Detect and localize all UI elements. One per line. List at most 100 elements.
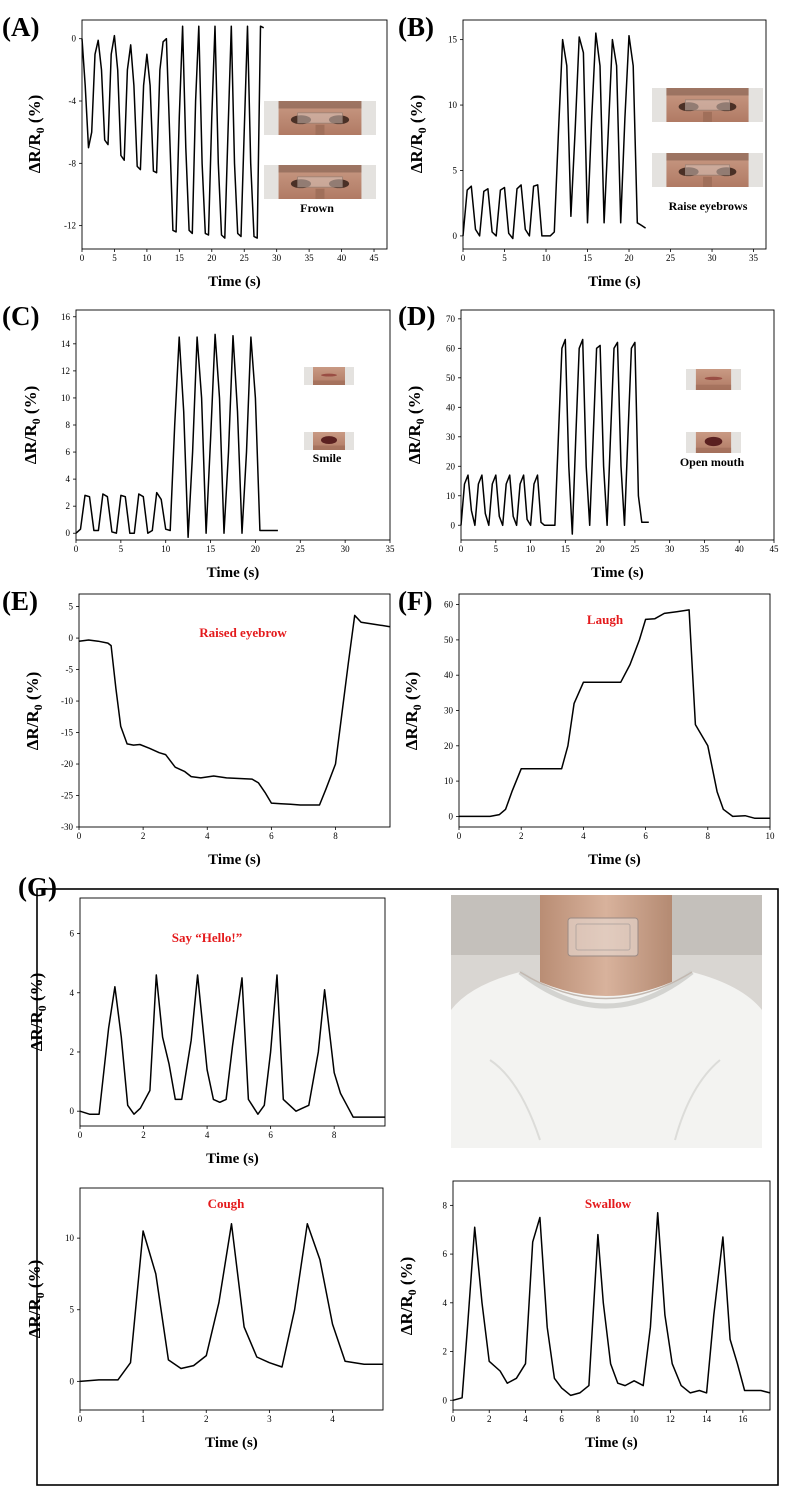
panel-letter: (F) xyxy=(398,586,432,616)
y-tick-label: 8 xyxy=(443,1200,448,1210)
x-tick-label: 1 xyxy=(141,1414,146,1424)
y-tick-label: 0 xyxy=(72,34,77,44)
y-tick-label: 30 xyxy=(444,706,454,716)
panel-letter: (E) xyxy=(2,586,38,616)
y-tick-label: 60 xyxy=(444,600,454,610)
x-tick-label: 35 xyxy=(700,544,710,554)
x-tick-label: 4 xyxy=(205,1130,210,1140)
x-axis-label: Time (s) xyxy=(591,565,644,581)
x-axis-label: Time (s) xyxy=(585,1435,638,1451)
face-mouth-photo xyxy=(686,432,741,453)
chart-annotation: Open mouth xyxy=(680,455,745,469)
x-tick-label: 16 xyxy=(738,1414,748,1424)
y-tick-label: -4 xyxy=(69,96,77,106)
y-tick-label: 4 xyxy=(66,474,71,484)
chart-g1: 0 2 4 6 8 0 2 4 6 Time (s) ΔR/R0 (%) (G) Say “Hello!… xyxy=(18,872,386,1167)
plot-frame xyxy=(78,593,391,828)
x-tick-label: 30 xyxy=(708,253,718,263)
x-tick-label: 15 xyxy=(206,544,216,554)
x-tick-label: 6 xyxy=(643,831,648,841)
y-tick-label: 20 xyxy=(446,461,456,471)
x-tick-label: 0 xyxy=(78,1414,83,1424)
y-tick-label: -20 xyxy=(61,759,73,769)
x-tick-label: 10 xyxy=(542,253,552,263)
plot-frame xyxy=(458,593,771,828)
chart-annotation: Frown xyxy=(300,201,334,215)
x-tick-label: 10 xyxy=(142,253,152,263)
chart-annotation: Raised eyebrow xyxy=(199,625,287,640)
y-tick-label: -25 xyxy=(61,791,73,801)
panel-letter: (A) xyxy=(2,12,39,42)
x-axis-label: Time (s) xyxy=(208,852,261,868)
y-tick-label: 4 xyxy=(70,988,75,998)
x-tick-label: 0 xyxy=(77,831,82,841)
x-tick-label: 5 xyxy=(502,253,507,263)
y-tick-label: 50 xyxy=(446,373,456,383)
x-tick-label: 15 xyxy=(175,253,185,263)
y-axis-label: ΔR/R0 (%) xyxy=(25,1260,47,1339)
y-axis-label: ΔR/R0 (%) xyxy=(21,386,43,465)
x-tick-label: 25 xyxy=(630,544,640,554)
chart-annotation: Smile xyxy=(313,451,342,465)
x-axis-label: Time (s) xyxy=(207,565,260,581)
y-tick-label: 0 xyxy=(453,231,458,241)
x-tick-label: 8 xyxy=(596,1414,601,1424)
face-eyes-photo xyxy=(652,88,763,122)
x-tick-label: 2 xyxy=(141,831,146,841)
y-tick-label: -10 xyxy=(61,696,73,706)
x-tick-label: 30 xyxy=(272,253,282,263)
y-tick-label: 50 xyxy=(444,635,454,645)
y-tick-label: 12 xyxy=(61,366,70,376)
x-axis-label: Time (s) xyxy=(206,1151,259,1167)
y-tick-label: -12 xyxy=(64,221,76,231)
x-tick-label: 6 xyxy=(268,1130,273,1140)
x-axis-label: Time (s) xyxy=(208,274,261,290)
x-tick-label: 6 xyxy=(269,831,274,841)
x-tick-label: 45 xyxy=(770,544,780,554)
y-tick-label: 6 xyxy=(443,1249,448,1259)
y-tick-label: 0 xyxy=(70,1106,75,1116)
y-tick-label: 10 xyxy=(446,491,456,501)
chart-c: 0 5 10 15 20 25 30 35 0 2 4 6 8 10 12 14 16 Time (s) ΔR/R0… xyxy=(2,301,395,581)
chart-annotation: Raise eyebrows xyxy=(669,199,748,213)
plot-frame xyxy=(79,897,386,1127)
y-tick-label: 60 xyxy=(446,343,456,353)
series-line xyxy=(452,1211,771,1402)
x-tick-label: 0 xyxy=(461,253,466,263)
x-tick-label: 0 xyxy=(457,831,462,841)
y-tick-label: 0 xyxy=(451,520,456,530)
x-tick-label: 10 xyxy=(161,544,171,554)
x-tick-label: 30 xyxy=(665,544,675,554)
chart-g2: 0 1 2 3 4 0 5 10 Time (s) ΔR/R0 (%) Cough xyxy=(25,1187,384,1451)
y-tick-label: 5 xyxy=(70,1305,75,1315)
x-tick-label: 8 xyxy=(332,1130,337,1140)
x-axis-label: Time (s) xyxy=(205,1435,258,1451)
x-tick-label: 5 xyxy=(119,544,124,554)
y-tick-label: 20 xyxy=(444,741,454,751)
y-tick-label: 2 xyxy=(66,501,71,511)
panel-letter: (G) xyxy=(18,872,57,902)
y-tick-label: 0 xyxy=(70,1376,75,1386)
face-eyes-photo xyxy=(264,165,376,199)
y-tick-label: 6 xyxy=(66,447,71,457)
x-tick-label: 3 xyxy=(267,1414,272,1424)
plot-frame xyxy=(452,1180,771,1411)
panel-g-frame xyxy=(36,888,779,1486)
x-tick-label: 40 xyxy=(337,253,347,263)
face-eyes-photo xyxy=(652,153,763,187)
chart-annotation: Laugh xyxy=(587,612,624,627)
y-tick-label: 8 xyxy=(66,420,71,430)
y-tick-label: -15 xyxy=(61,728,73,738)
panel-letter: (B) xyxy=(398,12,434,42)
y-tick-label: 40 xyxy=(446,402,456,412)
x-tick-label: 30 xyxy=(341,544,351,554)
x-axis-label: Time (s) xyxy=(588,852,641,868)
x-tick-label: 15 xyxy=(583,253,593,263)
x-tick-label: 4 xyxy=(330,1414,335,1424)
y-tick-label: 10 xyxy=(61,393,71,403)
x-tick-label: 15 xyxy=(561,544,571,554)
y-tick-label: 5 xyxy=(69,602,74,612)
x-tick-label: 0 xyxy=(74,544,79,554)
y-tick-label: 5 xyxy=(453,165,458,175)
